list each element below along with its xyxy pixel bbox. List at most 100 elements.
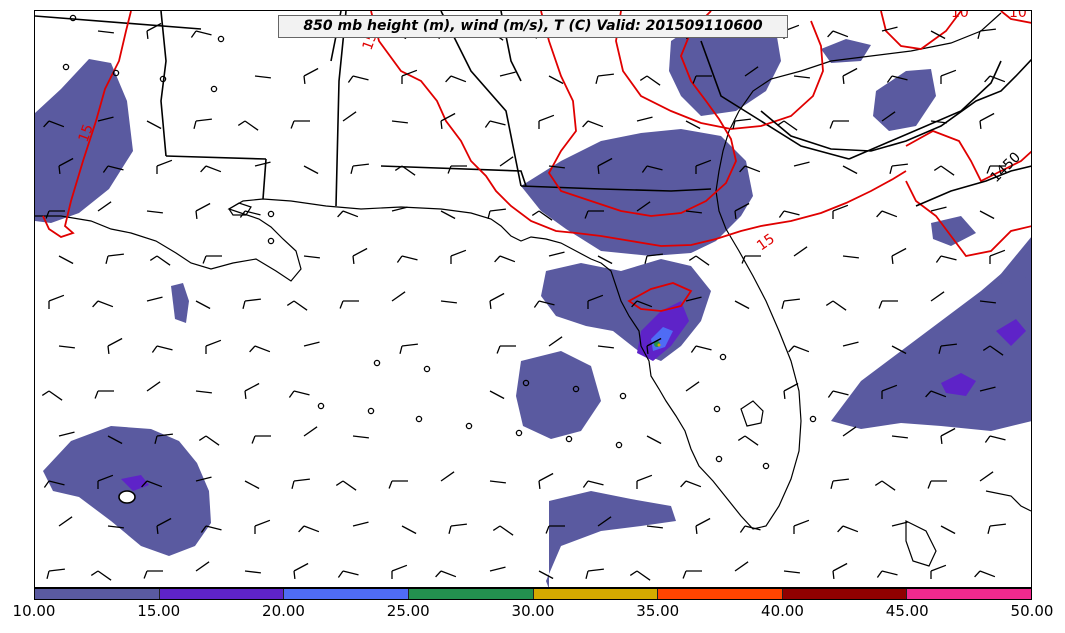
wind-barb bbox=[734, 561, 749, 572]
wind-barb bbox=[827, 30, 849, 38]
colorbar-segment bbox=[533, 589, 659, 599]
wind-barb bbox=[827, 390, 849, 398]
border-alabama-georgia bbox=[440, 11, 522, 187]
calm-wind-circle bbox=[267, 210, 275, 218]
height-contour-1450-b bbox=[915, 165, 1031, 207]
wind-barb bbox=[291, 478, 310, 489]
wind-barb bbox=[739, 165, 761, 173]
wind-barb bbox=[531, 210, 553, 221]
wind-barb bbox=[744, 66, 759, 77]
wind-barb bbox=[778, 210, 800, 218]
wind-barb bbox=[891, 247, 907, 264]
wind-barb bbox=[388, 480, 408, 489]
border-florida-georgia bbox=[520, 185, 712, 192]
wind-barb bbox=[597, 516, 612, 527]
wind-barb bbox=[489, 480, 506, 484]
wind-barb bbox=[487, 208, 506, 219]
temp-contour-ne bbox=[905, 130, 1031, 183]
wind-barb bbox=[401, 69, 418, 84]
wind-barb bbox=[254, 75, 271, 79]
map-title: 850 mb height (m), wind (m/s), T (C) Val… bbox=[278, 15, 788, 38]
wind-barb bbox=[499, 156, 514, 167]
coastline bbox=[35, 12, 1031, 567]
wind-barb bbox=[303, 426, 318, 437]
height-label-1450: 1450 bbox=[988, 149, 1025, 186]
wind-barb bbox=[195, 202, 211, 219]
wind-barb bbox=[391, 564, 408, 579]
wind-barb bbox=[396, 255, 418, 263]
border-georgia-sc bbox=[700, 40, 850, 160]
precip-area-small-1 bbox=[171, 283, 189, 323]
wind-barb bbox=[830, 478, 849, 489]
colorbar-segment bbox=[782, 589, 908, 599]
colorbar-segment bbox=[658, 589, 783, 599]
wind-barb bbox=[298, 525, 320, 533]
wind-barb bbox=[440, 210, 456, 220]
wind-barb bbox=[156, 517, 172, 534]
temp-contour-georgia bbox=[540, 11, 737, 217]
lake-okeechobee bbox=[740, 400, 764, 427]
lake-pontchartrain bbox=[228, 202, 252, 216]
wind-barb bbox=[352, 521, 369, 527]
wind-barb bbox=[242, 298, 261, 309]
colorbar-tick-label: 45.00 bbox=[885, 602, 929, 620]
wind-barb bbox=[195, 300, 211, 310]
wind-barb bbox=[584, 210, 604, 219]
wind-barb bbox=[889, 163, 908, 174]
wind-barb bbox=[832, 562, 848, 579]
wind-barb bbox=[90, 570, 112, 581]
calm-wind-circle bbox=[159, 75, 167, 83]
wind-barb bbox=[935, 255, 957, 263]
wind-barb bbox=[783, 570, 800, 574]
calm-wind-circle bbox=[713, 405, 721, 413]
wind-barb bbox=[734, 202, 750, 219]
wind-barb bbox=[399, 343, 418, 354]
colorbar-segment bbox=[408, 589, 534, 599]
wind-barb bbox=[198, 435, 220, 446]
wind-barb bbox=[629, 570, 651, 581]
calm-wind-circle bbox=[69, 14, 77, 22]
coast-bahamas bbox=[905, 520, 937, 567]
wind-barb bbox=[58, 431, 75, 437]
wind-barb bbox=[448, 523, 467, 534]
calm-wind-circle bbox=[615, 441, 623, 449]
wind-barb bbox=[533, 300, 555, 308]
wind-barb bbox=[43, 120, 65, 128]
precip-area-georgia bbox=[521, 129, 753, 256]
wind-barb bbox=[244, 570, 261, 574]
wind-barb bbox=[489, 566, 506, 572]
wind-barb bbox=[930, 120, 947, 124]
colorbar-segment bbox=[35, 589, 160, 599]
wind-barb bbox=[788, 345, 810, 353]
temp-contour-west bbox=[42, 11, 132, 238]
wind-barb bbox=[58, 516, 73, 527]
wind-barb bbox=[440, 300, 457, 304]
wind-barb bbox=[979, 210, 995, 220]
wind-barb bbox=[440, 471, 455, 482]
colorbar-tick-label: 25.00 bbox=[386, 602, 430, 620]
wind-barb bbox=[685, 296, 702, 302]
colorbar-tick-label: 10.00 bbox=[12, 602, 56, 620]
wind-barb bbox=[97, 116, 114, 122]
calm-wind-circle bbox=[415, 415, 423, 423]
wind-barb bbox=[342, 111, 357, 122]
wind-barb bbox=[391, 120, 408, 124]
wind-barb bbox=[352, 435, 369, 439]
wind-barb bbox=[496, 345, 516, 354]
wind-barb bbox=[891, 521, 908, 527]
wind-barb bbox=[141, 480, 163, 488]
wind-barb bbox=[394, 165, 416, 176]
temp-label-west: 15 bbox=[76, 122, 97, 144]
calm-wind-circle bbox=[719, 353, 727, 361]
wind-barb bbox=[244, 480, 260, 490]
wind-barb bbox=[156, 159, 173, 174]
wind-barb bbox=[293, 562, 309, 579]
wind-barb bbox=[881, 26, 898, 32]
calm-wind-circle bbox=[762, 462, 770, 470]
wind-barb bbox=[146, 120, 162, 130]
wind-barb bbox=[205, 339, 222, 354]
wind-barb bbox=[695, 517, 711, 534]
wind-barb bbox=[891, 345, 907, 355]
wind-barb bbox=[347, 75, 369, 83]
wind-barb bbox=[732, 118, 751, 129]
